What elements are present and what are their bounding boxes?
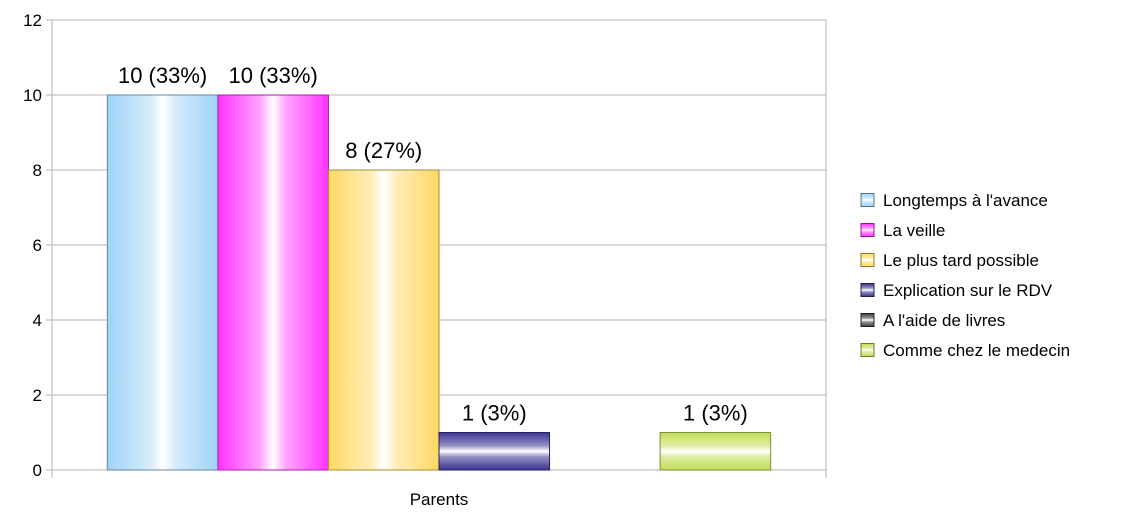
data-label: 1 (3%) [462,401,527,426]
legend-label: Explication sur le RDV [883,281,1053,300]
legend-swatch [860,343,875,357]
y-tick-label: 0 [33,461,42,480]
y-tick-label: 4 [33,311,42,330]
data-label: 8 (27%) [345,138,422,163]
y-tick-label: 6 [33,236,42,255]
y-tick-label: 10 [23,86,42,105]
legend-swatch [860,193,875,207]
legend-swatch [860,283,875,297]
legend-label: Le plus tard possible [883,251,1039,270]
data-label: 1 (3%) [683,401,748,426]
y-tick-label: 8 [33,161,42,180]
legend-label: A l'aide de livres [883,311,1005,330]
bar [106,94,219,471]
x-category-label: Parents [410,490,469,509]
bar [327,169,440,471]
legend: Longtemps à l'avance La veille Le plus tar… [860,191,1070,360]
bar [438,432,551,471]
legend-label: La veille [883,221,945,240]
y-tick-label: 2 [33,386,42,405]
y-tick-label: 12 [23,11,42,30]
legend-label: Comme chez le medecin [883,341,1070,360]
legend-swatch [860,313,875,327]
legend-swatch [860,253,875,267]
data-label: 10 (33%) [118,63,207,88]
bars [106,94,772,471]
bar [659,432,772,471]
legend-swatch [860,223,875,237]
legend-label: Longtemps à l'avance [883,191,1048,210]
data-label: 10 (33%) [229,63,318,88]
data-labels: 10 (33%) 10 (33%) 8 (27%) 1 (3%) 1 (3%) [118,63,748,426]
bar [217,94,329,471]
